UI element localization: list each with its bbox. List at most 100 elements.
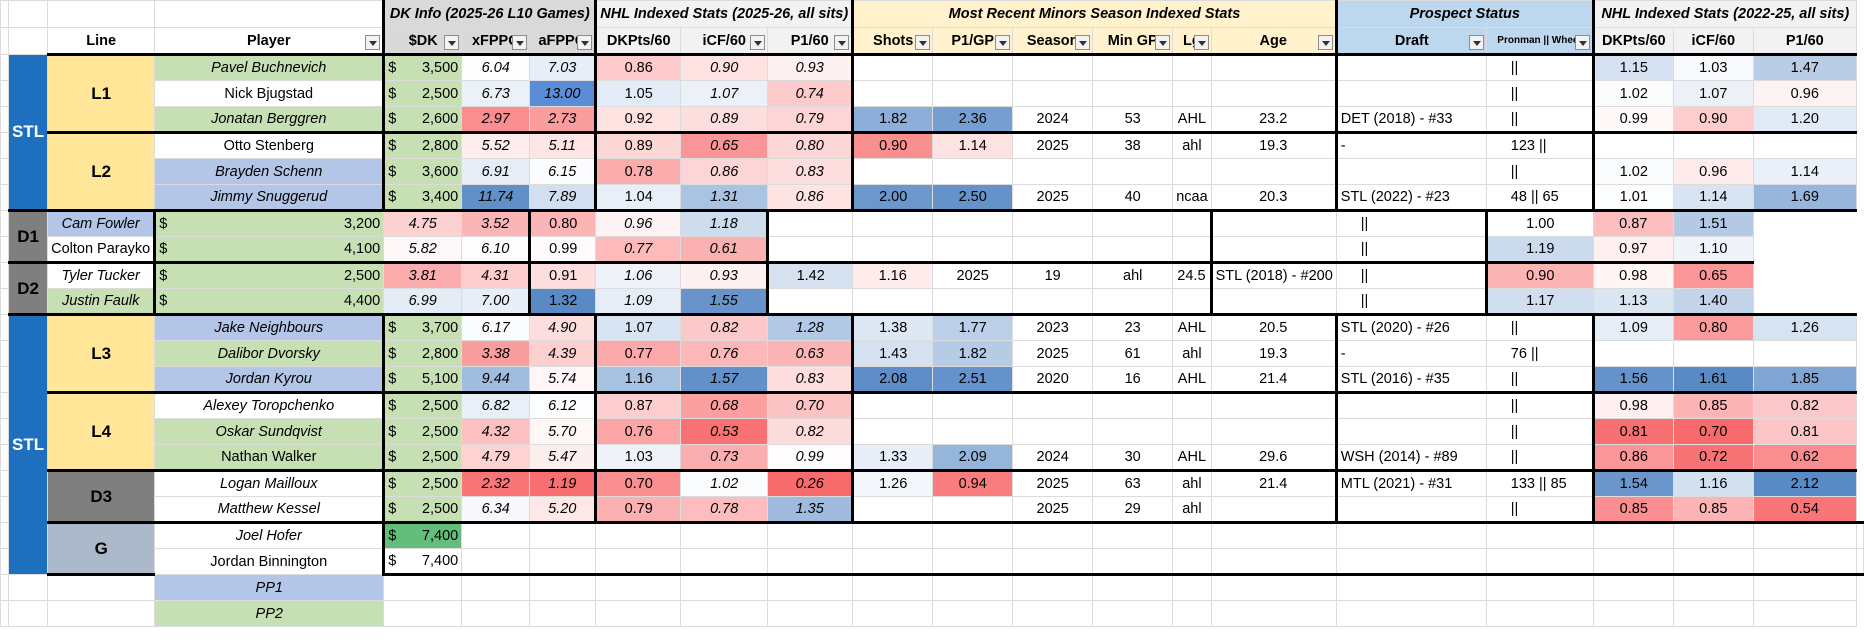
cell-icf2: 0.97	[1592, 236, 1674, 264]
column-header-shots[interactable]: Shots	[851, 27, 934, 55]
column-header-season[interactable]: Season	[1012, 27, 1094, 55]
player-name[interactable]: Alexey Toropchenko	[154, 391, 385, 419]
filter-dropdown-icon[interactable]	[1468, 35, 1484, 50]
player-name[interactable]: Pavel Buchnevich	[154, 53, 385, 81]
player-name[interactable]: Logan Mailloux	[154, 469, 385, 497]
player-name[interactable]: Jordan Kyrou	[154, 366, 385, 393]
cell-season	[932, 236, 1014, 264]
player-name[interactable]: Brayden Schenn	[154, 158, 385, 185]
player-name[interactable]: Colton Parayko	[47, 236, 156, 263]
cell-p1gp	[932, 391, 1014, 419]
player-name[interactable]: Cam Fowler	[47, 209, 156, 237]
column-header-icf2[interactable]: iCF/60	[1672, 27, 1754, 55]
cell-p1: 0.74	[767, 80, 854, 107]
cell-xfppg: 5.52	[461, 131, 531, 159]
filter-dropdown-icon[interactable]	[444, 35, 460, 50]
column-header-mingp[interactable]: Min GP	[1092, 27, 1174, 55]
column-header-p1[interactable]: P1/60	[767, 27, 854, 55]
filter-dropdown-icon[interactable]	[834, 35, 850, 50]
column-header-p12[interactable]: P1/60	[1752, 27, 1857, 55]
table-row: STL L3 Jake Neighbours $3,700 6.17 4.90 1.07 0.…	[0, 313, 1864, 575]
dk-salary: $2,500	[382, 444, 463, 472]
column-header-xfppg[interactable]: xFPPG	[461, 27, 531, 55]
column-header-player[interactable]: Player	[154, 27, 385, 55]
cell-draft	[1334, 53, 1487, 81]
cell-icf2	[1672, 131, 1754, 159]
column-header-dkpts[interactable]: DKPts/60	[594, 27, 682, 55]
column-header-dk[interactable]: $DK	[382, 27, 463, 55]
cell-xfppg: 6.73	[461, 80, 531, 107]
cell-p1gp: 2.50	[932, 184, 1014, 212]
player-name[interactable]: Jake Neighbours	[154, 313, 385, 341]
pp-label-1[interactable]: PP1	[154, 574, 385, 601]
cell-p1gp: 1.77	[932, 313, 1014, 341]
player-name[interactable]: Tyler Tucker	[47, 261, 156, 289]
cell-afppg: 7.89	[529, 184, 597, 212]
salary-value: 2,500	[421, 501, 459, 517]
player-name[interactable]: Nathan Walker	[154, 444, 385, 471]
filter-dropdown-icon[interactable]	[365, 35, 381, 50]
filter-dropdown-icon[interactable]	[1155, 35, 1171, 50]
filter-dropdown-icon[interactable]	[577, 35, 593, 50]
cell-icf2: 0.80	[1672, 313, 1754, 341]
cell-mingp	[1092, 418, 1174, 445]
salary-value: 3,700	[421, 320, 459, 336]
filter-dropdown-icon[interactable]	[915, 35, 931, 50]
cell-afppg: 4.31	[461, 261, 531, 289]
player-name[interactable]: Oskar Sundqvist	[154, 418, 385, 445]
cell-mingp	[1092, 158, 1174, 185]
salary-value: 2,500	[421, 476, 459, 492]
cell-dkpts2: 0.90	[1484, 261, 1594, 289]
column-header-afppg[interactable]: aFPPG	[529, 27, 597, 55]
cell-p1gp: 2.09	[932, 444, 1014, 472]
cell-p1: 0.63	[767, 340, 854, 367]
player-name[interactable]: Matthew Kessel	[154, 496, 385, 523]
cell-icf: 0.53	[680, 418, 769, 445]
cell-p1: 1.18	[680, 209, 769, 237]
cell-dkpts2: 0.85	[1591, 496, 1674, 524]
column-header-age[interactable]: Age	[1210, 27, 1337, 55]
cell-draft: STL (2018) - #200	[1209, 261, 1337, 289]
cell-p1gp: 2.36	[932, 106, 1014, 134]
column-header-line[interactable]: Line	[47, 27, 156, 55]
filter-dropdown-icon[interactable]	[750, 35, 766, 50]
column-header-pronman[interactable]: Pronman || Wheel	[1485, 27, 1594, 55]
cell-pw: ||	[1485, 80, 1594, 107]
player-name[interactable]: Jordan Binnington	[154, 548, 385, 575]
player-name[interactable]: Dalibor Dvorsky	[154, 340, 385, 367]
player-name[interactable]: Jonatan Berggren	[154, 106, 385, 133]
salary-value: 3,500	[421, 60, 459, 76]
pp-label-2[interactable]: PP2	[154, 600, 385, 627]
column-header-icf[interactable]: iCF/60	[680, 27, 769, 55]
cell-mingp: 23	[1092, 313, 1174, 341]
column-header-p1gp[interactable]: P1/GP	[932, 27, 1014, 55]
table-row: L2 Otto Stenberg $2,800 5.52 5.11 0.89 0.65 0.8…	[0, 131, 1864, 212]
player-name[interactable]: Justin Faulk	[47, 288, 156, 315]
filter-dropdown-icon[interactable]	[512, 35, 528, 50]
column-header-dkpts2[interactable]: DKPts/60	[1591, 27, 1674, 55]
player-name[interactable]: Joel Hofer	[154, 521, 385, 549]
filter-dropdown-icon[interactable]	[1574, 35, 1590, 50]
cell-dkpts: 0.78	[594, 158, 682, 185]
cell-season	[1012, 418, 1094, 445]
filter-dropdown-icon[interactable]	[1317, 35, 1333, 50]
cell-icf2: 0.72	[1672, 444, 1754, 472]
salary-value: 3,200	[343, 216, 381, 232]
filter-dropdown-icon[interactable]	[1075, 35, 1091, 50]
table-row: D3 Logan Mailloux $2,500 2.32 1.19 0.70 1.02 0.…	[0, 469, 1864, 524]
cell-dkpts2: 1.54	[1591, 469, 1674, 497]
column-header-draft[interactable]: Draft	[1334, 27, 1487, 55]
filter-dropdown-icon[interactable]	[995, 35, 1011, 50]
filter-dropdown-icon[interactable]	[1193, 35, 1209, 50]
group-header-nhl-2022-25: NHL Indexed Stats (2022-25, all sits)	[1591, 0, 1857, 28]
player-name[interactable]: Jimmy Snuggerud	[154, 184, 385, 211]
cell-season	[1012, 53, 1094, 81]
column-header-lg[interactable]: Lg	[1172, 27, 1212, 55]
cell-p12: 1.40	[1672, 288, 1754, 316]
player-name[interactable]: Otto Stenberg	[154, 131, 385, 159]
cell-p1gp	[932, 80, 1014, 107]
cell-lg: ahl	[1092, 261, 1174, 289]
player-name[interactable]: Nick Bjugstad	[154, 80, 385, 107]
cell-dkpts2: 1.09	[1591, 313, 1674, 341]
cell-xfppg: 3.38	[461, 340, 531, 367]
